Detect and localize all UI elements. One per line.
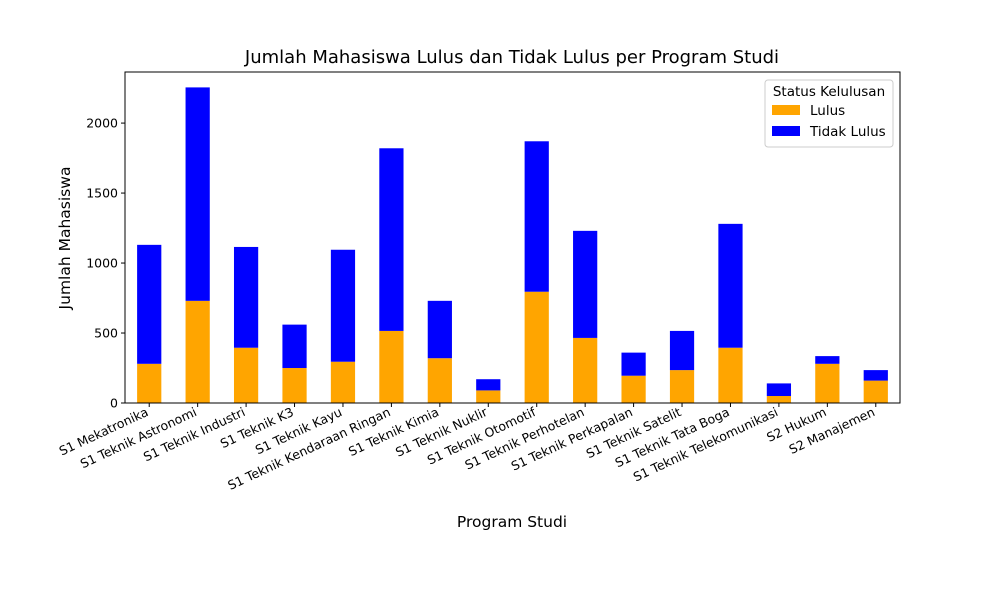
legend-label-lulus: Lulus (810, 103, 845, 119)
bar-lulus-14 (815, 363, 840, 403)
bar-lulus-3 (282, 368, 307, 403)
bar-lulus-13 (766, 396, 792, 403)
bar-tidak-lulus-10 (621, 352, 646, 376)
bar-tidak-lulus-9 (573, 230, 598, 338)
bar-lulus-2 (233, 347, 259, 403)
legend-swatch-lulus (772, 105, 800, 115)
bar-lulus-6 (427, 358, 452, 403)
bar-tidak-lulus-0 (137, 244, 162, 364)
legend-entries: Lulus Tidak Lulus (772, 103, 886, 140)
y-tick-label-1: 500 (94, 326, 118, 341)
bar-lulus-4 (330, 361, 356, 403)
bar-lulus-12 (718, 347, 743, 403)
bars-layer (137, 87, 888, 403)
legend: Status Kelulusan Lulus Tidak Lulus (764, 79, 894, 148)
bar-tidak-lulus-1 (185, 87, 210, 301)
bar-lulus-8 (524, 291, 549, 403)
bar-tidak-lulus-3 (282, 324, 307, 369)
bar-lulus-0 (137, 363, 162, 403)
bar-lulus-1 (185, 300, 210, 403)
bar-lulus-9 (573, 337, 598, 403)
axes-layer (124, 71, 901, 404)
bar-tidak-lulus-8 (524, 141, 549, 292)
bar-tidak-lulus-12 (718, 223, 743, 348)
y-axis-label: Jumlah Mahasiswa (56, 167, 74, 311)
bar-lulus-10 (621, 375, 646, 403)
legend-title: Status Kelulusan (773, 84, 885, 100)
plot-frame (124, 71, 901, 404)
y-tick-label-2: 1000 (86, 256, 118, 271)
bar-lulus-11 (669, 370, 695, 403)
chart-title: Jumlah Mahasiswa Lulus dan Tidak Lulus p… (244, 47, 779, 68)
bar-tidak-lulus-4 (330, 249, 356, 362)
bar-tidak-lulus-15 (863, 370, 888, 381)
legend-label-tidak-lulus: Tidak Lulus (809, 124, 886, 140)
bar-tidak-lulus-7 (476, 379, 501, 391)
y-tick-label-0: 0 (110, 396, 118, 411)
x-axis-label: Program Studi (457, 513, 567, 531)
y-tick-label-3: 1500 (86, 186, 118, 201)
bar-tidak-lulus-11 (669, 330, 695, 371)
bar-tidak-lulus-2 (233, 246, 259, 348)
bar-tidak-lulus-5 (379, 148, 404, 331)
y-tick-label-4: 2000 (86, 116, 118, 131)
bar-tidak-lulus-13 (766, 383, 792, 397)
bar-lulus-7 (476, 390, 501, 403)
bar-lulus-5 (379, 330, 404, 403)
legend-swatch-tidak-lulus (772, 126, 800, 136)
bar-lulus-15 (863, 380, 888, 403)
bar-tidak-lulus-14 (815, 356, 840, 364)
bar-tidak-lulus-6 (427, 300, 452, 359)
